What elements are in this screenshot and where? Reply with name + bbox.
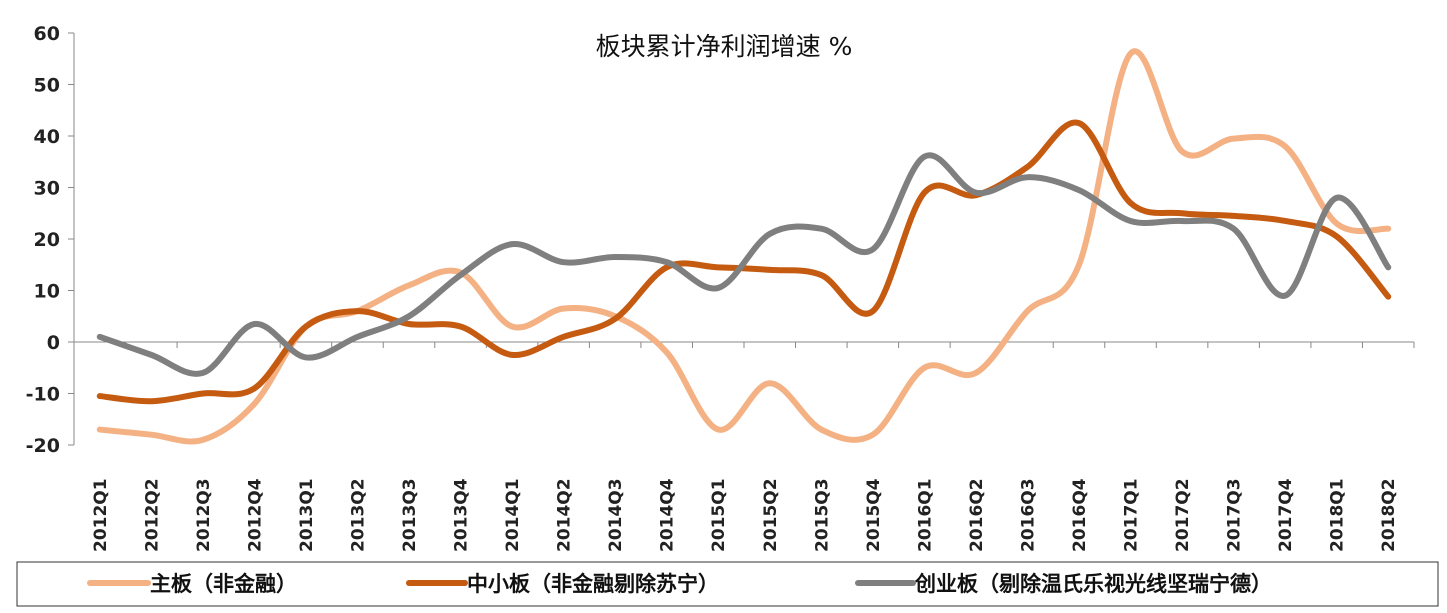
x-tick-label: 2013Q2 <box>348 478 368 552</box>
x-tick-label: 2012Q1 <box>91 478 111 552</box>
x-tick-label: 2014Q1 <box>503 478 523 552</box>
x-tick-label: 2013Q4 <box>452 478 472 552</box>
x-tick-label: 2017Q3 <box>1225 478 1245 552</box>
series-line-sme-board <box>96 119 1392 405</box>
x-tick-label: 2014Q3 <box>606 478 626 552</box>
chart-title: 板块累计净利润增速 % <box>596 32 853 61</box>
y-tick-label: 30 <box>34 178 60 200</box>
legend-label-chinext: 创业板（剔除温氏乐视光线坚瑞宁德） <box>914 572 1272 596</box>
x-tick-label: 2013Q3 <box>400 478 420 552</box>
x-tick-label: 2016Q1 <box>915 478 935 552</box>
y-tick-label: 20 <box>34 229 60 251</box>
x-tick-label: 2017Q4 <box>1276 478 1296 552</box>
x-tick-label: 2018Q1 <box>1328 478 1348 552</box>
series-line-main-board <box>96 48 1392 445</box>
axes <box>73 33 1414 445</box>
legend-frame <box>16 561 1439 607</box>
y-tick-label: 40 <box>34 126 60 148</box>
y-tick-label: 10 <box>34 281 60 303</box>
y-tick-label: -10 <box>26 384 60 406</box>
y-tick-label: 50 <box>34 75 60 97</box>
x-tick-label: 2018Q2 <box>1379 478 1399 552</box>
x-tick-label: 2013Q1 <box>297 478 317 552</box>
legend-label-sme-board: 中小板（非金融剔除苏宁） <box>467 572 719 596</box>
x-tick-label: 2012Q3 <box>194 478 214 552</box>
x-tick-label: 2015Q2 <box>761 478 781 552</box>
x-tick-label: 2014Q4 <box>658 478 678 552</box>
y-tick-label: -20 <box>26 435 60 457</box>
x-tick-label: 2016Q2 <box>967 478 987 552</box>
y-tick-label: 0 <box>47 332 60 354</box>
legend: 主板（非金融） 中小板（非金融剔除苏宁） 创业板（剔除温氏乐视光线坚瑞宁德） <box>16 561 1439 607</box>
x-tick-label: 2012Q4 <box>245 478 265 552</box>
series-line-chinext <box>96 152 1392 377</box>
x-tick-label: 2015Q3 <box>812 478 832 552</box>
x-tick-label: 2015Q1 <box>709 478 729 552</box>
x-tick-label: 2012Q2 <box>142 478 162 552</box>
x-tick-label: 2017Q2 <box>1173 478 1193 552</box>
y-axis-ticks: 60 50 40 30 20 10 0 -10 -20 <box>26 23 74 457</box>
x-tick-label: 2017Q1 <box>1122 478 1142 552</box>
x-tick-label: 2014Q2 <box>555 478 575 552</box>
legend-label-main-board: 主板（非金融） <box>150 572 297 596</box>
y-tick-label: 60 <box>34 23 60 45</box>
x-axis-ticks: 2012Q1 2012Q2 2012Q3 2012Q4 2013Q1 2013Q2 2013… <box>73 342 1415 552</box>
x-tick-label: 2016Q3 <box>1018 478 1038 552</box>
series-lines <box>96 48 1392 445</box>
x-tick-label: 2015Q4 <box>864 478 884 552</box>
x-tick-label: 2016Q4 <box>1070 478 1090 552</box>
